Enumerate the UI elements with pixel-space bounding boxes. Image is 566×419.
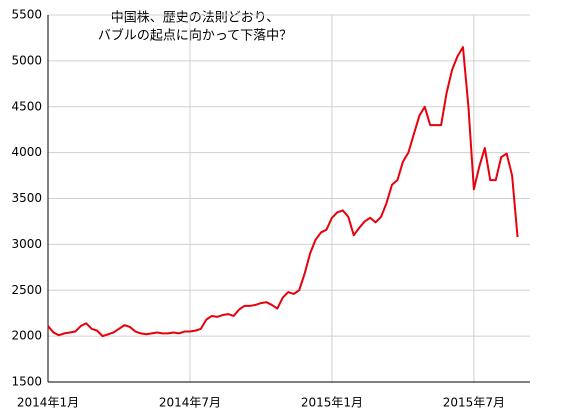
x-tick-label: 2014年7月 bbox=[159, 396, 221, 410]
y-tick-label: 3000 bbox=[11, 237, 42, 251]
y-tick-label: 4500 bbox=[11, 99, 42, 113]
y-tick-label: 5000 bbox=[11, 53, 42, 67]
y-tick-label: 2500 bbox=[11, 283, 42, 297]
y-tick-label: 1500 bbox=[11, 375, 42, 389]
y-tick-label: 3500 bbox=[11, 191, 42, 205]
y-tick-label: 5500 bbox=[11, 8, 42, 22]
x-tick-label: 2015年1月 bbox=[301, 396, 363, 410]
y-tick-label: 4000 bbox=[11, 145, 42, 159]
y-tick-label: 2000 bbox=[11, 329, 42, 343]
chart-title: 中国株、歴史の法則どおり、 bbox=[111, 11, 279, 26]
x-tick-label: 2015年7月 bbox=[443, 396, 505, 410]
x-tick-label: 2014年1月 bbox=[17, 396, 79, 410]
chart-title: バブルの起点に向かって下落中？ bbox=[98, 28, 292, 44]
line-series bbox=[47, 46, 519, 338]
